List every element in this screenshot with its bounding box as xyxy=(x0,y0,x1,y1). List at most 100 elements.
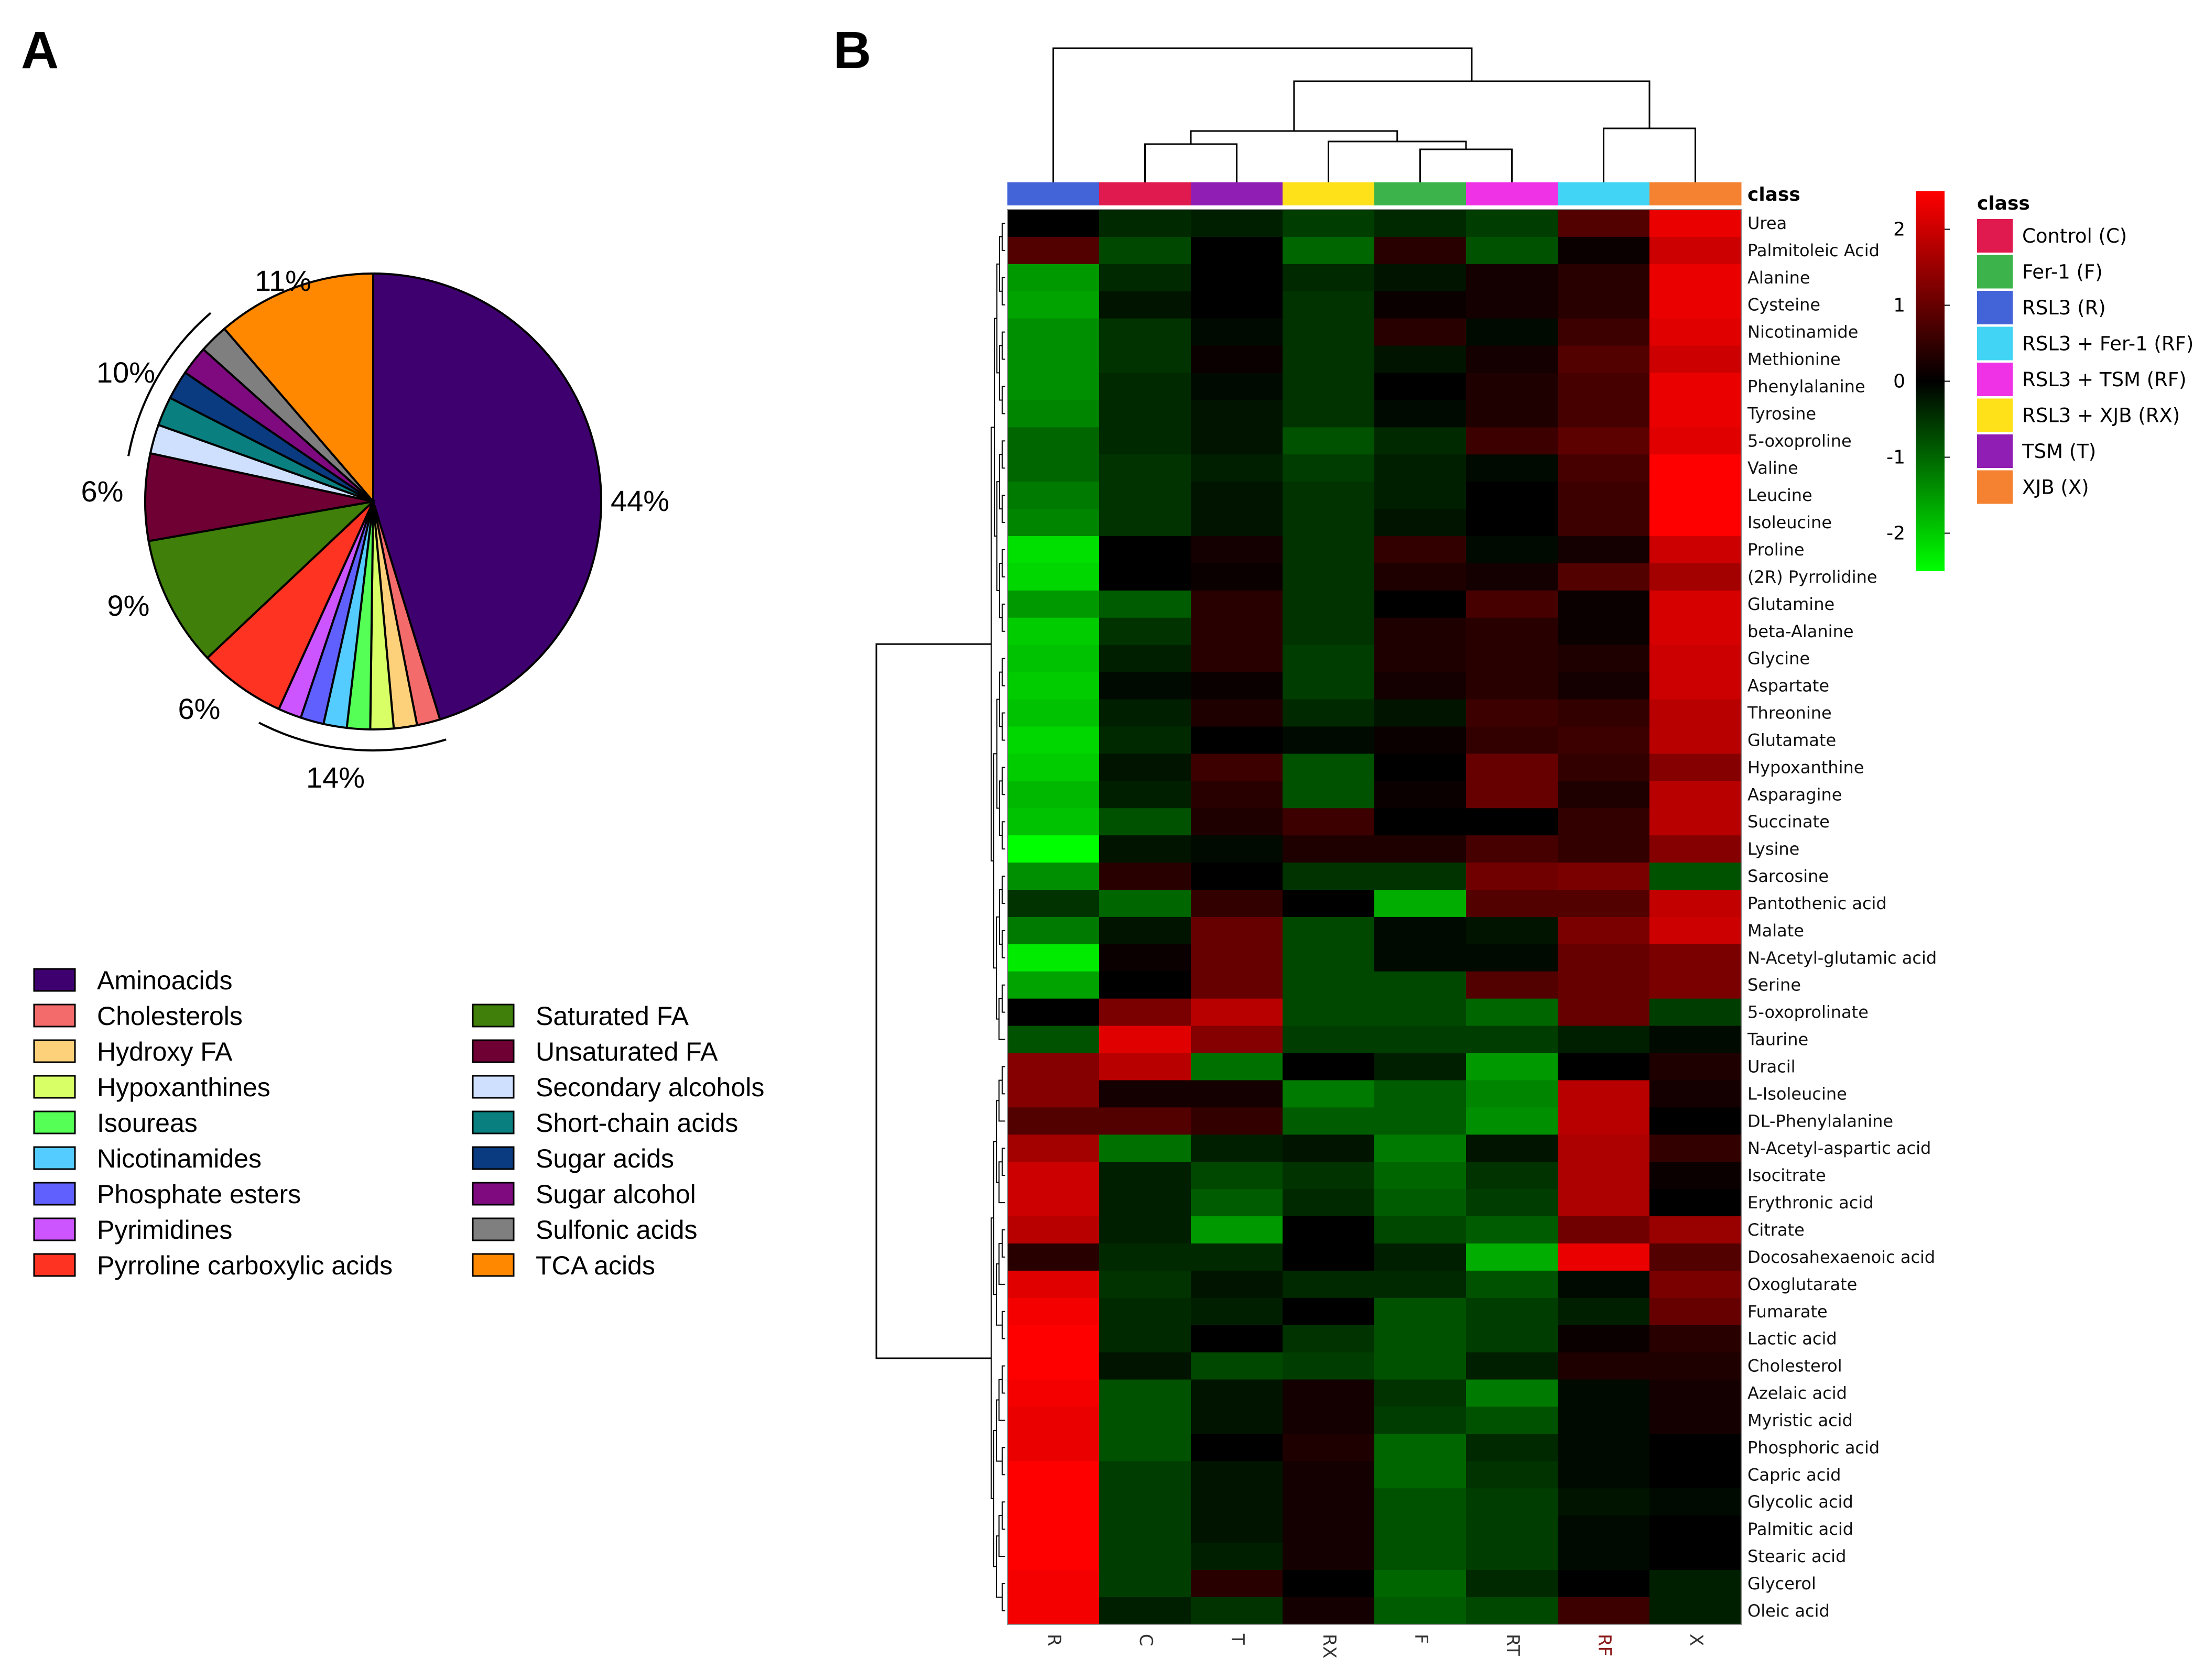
row-label-pantothenic-acid: Pantothenic acid xyxy=(1747,893,1887,913)
heatmap-cell-capric-acid-rt xyxy=(1466,1461,1558,1489)
heatmap-cell-lysine-rt xyxy=(1466,835,1558,863)
column-labels: R C T RX F RT RF X xyxy=(1044,1633,1707,1659)
legend-swatch xyxy=(33,1146,76,1170)
row-dendro-branch-tbabb xyxy=(1002,821,1005,850)
row-label-oxoglutarate: Oxoglutarate xyxy=(1747,1274,1857,1294)
heatmap-cell-fumarate-rt xyxy=(1466,1297,1558,1326)
heatmap-cell-hypoxanthine-f xyxy=(1374,754,1467,781)
heatmap-cell-uracil-c xyxy=(1099,1053,1191,1081)
pie-slice-pyrroline-carboxylic-acids xyxy=(205,500,374,711)
heatmap-cell-n-acetyl-glutamic-acid-t xyxy=(1191,944,1283,972)
row-label-palmitic-acid: Palmitic acid xyxy=(1747,1519,1853,1539)
heatmap-cell-alanine-c xyxy=(1099,264,1191,292)
heatmap-cell-glycerol-f xyxy=(1374,1570,1467,1598)
heatmap-cell-l-isoleucine-t xyxy=(1191,1080,1283,1108)
class-legend-swatch xyxy=(1977,326,2013,361)
heatmap-cell-2r-pyrrolidine-r xyxy=(1007,563,1100,591)
heatmap-cell-isocitrate-x xyxy=(1649,1162,1742,1190)
row-label-palmitoleic-acid: Palmitoleic Acid xyxy=(1747,241,1880,260)
pie-annotation-3: 9% xyxy=(107,589,150,622)
heatmap-cell-myristic-acid-c xyxy=(1099,1406,1191,1434)
heatmap-cell-aspartate-rx xyxy=(1283,672,1375,700)
pie-legend-item-nicotinamides: Nicotinamides xyxy=(33,1144,262,1173)
heatmap-cell-isoleucine-rf xyxy=(1558,509,1650,537)
heatmap-cell-azelaic-acid-c xyxy=(1099,1379,1191,1408)
heatmap-cell-methionine-c xyxy=(1099,345,1191,374)
heatmap-cell-glycerol-t xyxy=(1191,1570,1283,1598)
heatmap-cell-pantothenic-acid-rx xyxy=(1283,890,1375,918)
heatmap-cell-lactic-acid-t xyxy=(1191,1325,1283,1353)
heatmap-cell-glycolic-acid-r xyxy=(1007,1488,1100,1516)
heatmap-cell-threonine-c xyxy=(1099,699,1191,727)
col-dendro-branch-c-t xyxy=(1144,143,1237,182)
heatmap-cell-5-oxoprolinate-c xyxy=(1099,998,1191,1027)
heatmap-cell-oxoglutarate-rx xyxy=(1283,1270,1375,1299)
heatmap-cell-asparagine-rx xyxy=(1283,781,1375,809)
legend-label: Phosphate esters xyxy=(97,1180,301,1209)
heatmap-cell-methionine-f xyxy=(1374,345,1467,374)
heatmap-cell-phenylalanine-r xyxy=(1007,373,1100,401)
row-label-leucine: Leucine xyxy=(1747,485,1812,505)
heatmap-cell-nicotinamide-r xyxy=(1007,318,1100,346)
pie-annotation-0: 44% xyxy=(611,484,669,517)
heatmap-cell-leucine-rt xyxy=(1466,482,1558,509)
heatmap-cell-2r-pyrrolidine-rt xyxy=(1466,563,1558,591)
heatmap-cell-5-oxoproline-rf xyxy=(1558,427,1650,455)
row-label-fumarate: Fumarate xyxy=(1747,1302,1828,1322)
heatmap-cell-cholesterol-rx xyxy=(1283,1352,1375,1380)
heatmap-cell-lactic-acid-r xyxy=(1007,1325,1100,1353)
heatmap-cell-glycerol-x xyxy=(1649,1570,1742,1598)
heatmap-cell-glycolic-acid-rf xyxy=(1558,1488,1650,1516)
legend-swatch xyxy=(472,1003,515,1028)
row-label-urea: Urea xyxy=(1747,213,1787,233)
heatmap-cell-sarcosine-rt xyxy=(1466,863,1558,890)
row-label-taurine: Taurine xyxy=(1747,1030,1808,1050)
heatmap-cell-uracil-t xyxy=(1191,1053,1283,1081)
heatmap-cell-succinate-rf xyxy=(1558,808,1650,836)
row-label-oleic-acid: Oleic acid xyxy=(1747,1601,1830,1621)
legend-label: Hydroxy FA xyxy=(97,1037,233,1066)
heatmap-cell-dl-phenylalanine-f xyxy=(1374,1107,1467,1135)
heatmap-cell-valine-t xyxy=(1191,454,1283,482)
heatmap-cell-urea-t xyxy=(1191,210,1283,237)
heatmap-cell-beta-alanine-rt xyxy=(1466,617,1558,646)
heatmap-cell-asparagine-rf xyxy=(1558,781,1650,809)
heatmap-cell-capric-acid-r xyxy=(1007,1461,1100,1489)
heatmap-cell-oleic-acid-t xyxy=(1191,1597,1283,1625)
pie-legend-item-sulfonic-acids: Sulfonic acids xyxy=(472,1215,698,1245)
heatmap-cell-capric-acid-rf xyxy=(1558,1461,1650,1489)
row-label-n-acetyl-aspartic-acid: N-Acetyl-aspartic acid xyxy=(1747,1138,1931,1158)
legend-label: Pyrroline carboxylic acids xyxy=(97,1251,393,1280)
heatmap-cell-uracil-rf xyxy=(1558,1053,1650,1081)
heatmap-cell-glutamate-c xyxy=(1099,726,1191,754)
heatmap-cell-dl-phenylalanine-rx xyxy=(1283,1107,1375,1135)
heatmap-cell-oxoglutarate-f xyxy=(1374,1270,1467,1299)
heatmap-cell-azelaic-acid-rf xyxy=(1558,1379,1650,1408)
heatmap-cell-fumarate-r xyxy=(1007,1297,1100,1326)
legend-swatch xyxy=(472,1110,515,1134)
heatmap-cell-isoleucine-x xyxy=(1649,509,1742,537)
colorbar-tick-label: 1 xyxy=(1893,295,1905,317)
heatmap-cell-malate-r xyxy=(1007,917,1100,945)
heatmap-cell-malate-f xyxy=(1374,917,1467,945)
column-label-t: T xyxy=(1227,1633,1248,1645)
heatmap-cell-glycine-c xyxy=(1099,645,1191,673)
class-bar-segment-rf xyxy=(1558,182,1650,205)
heatmap-cell-malate-rf xyxy=(1558,917,1650,945)
class-legend-label: RSL3 + Fer-1 (RF) xyxy=(2022,333,2194,355)
class-legend-swatch xyxy=(1977,363,2013,396)
column-label-f: F xyxy=(1410,1634,1431,1644)
heatmap-cell-cysteine-rf xyxy=(1558,291,1650,319)
heatmap-cell-glutamine-f xyxy=(1374,590,1467,618)
heatmap-cell-urea-rt xyxy=(1466,210,1558,237)
class-legend-item-xjb-x: XJB (X) xyxy=(1977,470,2089,504)
heatmap-cell-oxoglutarate-r xyxy=(1007,1270,1100,1299)
row-label-stearic-acid: Stearic acid xyxy=(1747,1546,1846,1566)
heatmap-cell-palmitic-acid-r xyxy=(1007,1515,1100,1543)
heatmap-cell-glutamate-r xyxy=(1007,726,1100,754)
row-label-tyrosine: Tyrosine xyxy=(1747,403,1816,423)
legend-swatch xyxy=(33,1217,76,1241)
heatmap-cell-phosphoric-acid-rf xyxy=(1558,1434,1650,1461)
pie-legend-item-pyrroline-carboxylic-acids: Pyrroline carboxylic acids xyxy=(33,1251,393,1280)
heatmap-cell-phosphoric-acid-f xyxy=(1374,1434,1467,1461)
